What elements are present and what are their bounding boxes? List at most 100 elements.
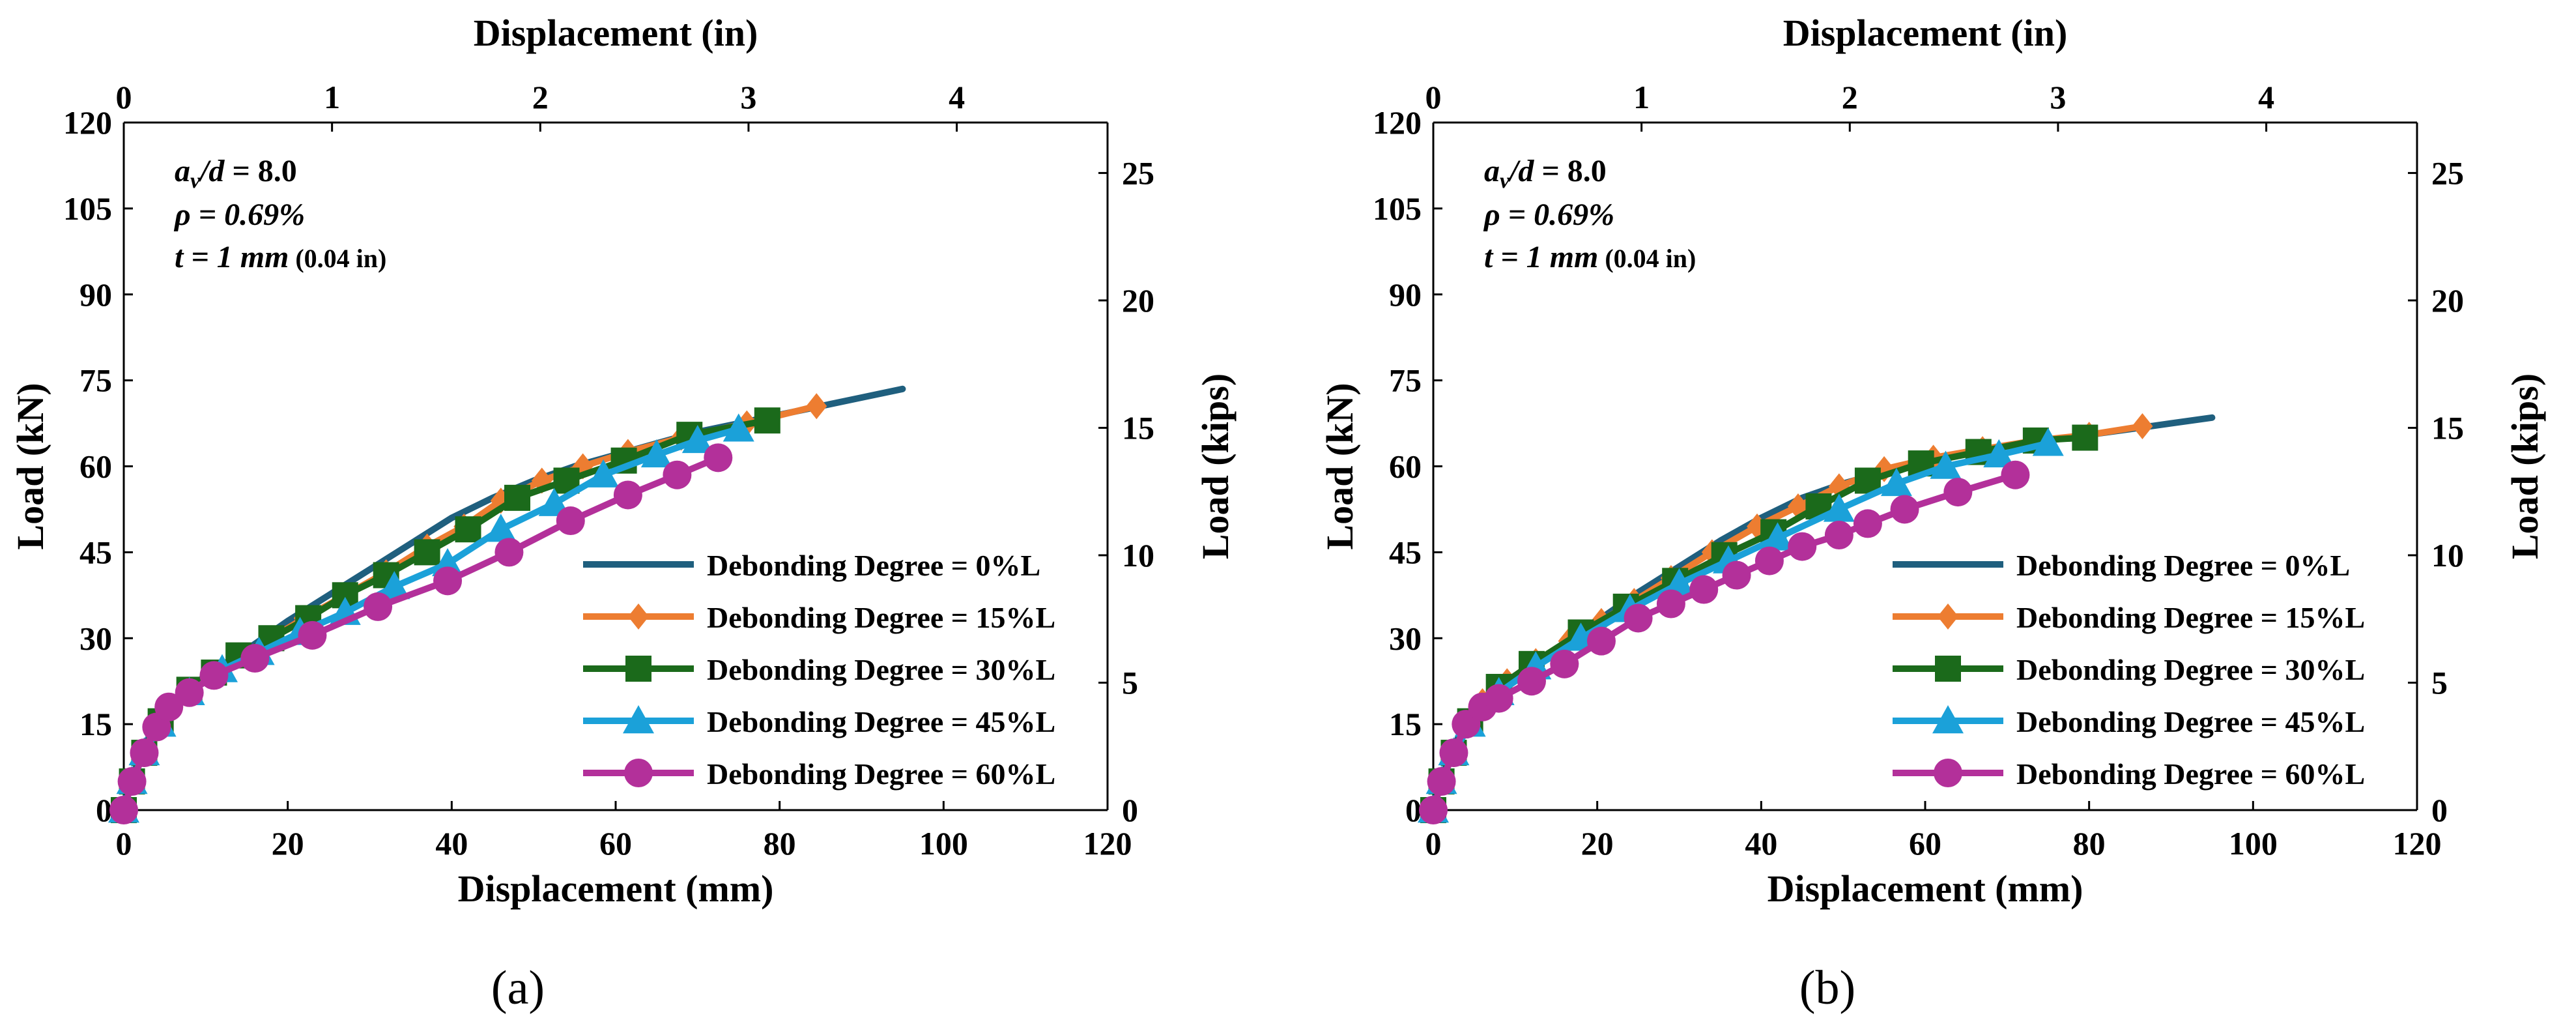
- annotation-thickness: t = 1 mm (0.04 in): [175, 240, 386, 274]
- figure-caption: (a): [491, 961, 545, 1015]
- data-point: [2072, 424, 2098, 451]
- chart-panel-b: 0 20 40 60 80 100 120 0 15 30 45 60 75 90 105 120 0 1 2 3 4 0…: [1309, 0, 2576, 1018]
- x-axis-label: Displacement (mm): [1767, 867, 2083, 910]
- x-tick-label: 80: [2073, 825, 2106, 862]
- x-tick-label: 120: [2393, 825, 2442, 862]
- annotation-reinforcement-ratio: ρ = 0.69%: [1483, 197, 1614, 232]
- x-tick-label: 40: [1745, 825, 1777, 862]
- y2-axis-label: Load (kips): [2504, 373, 2546, 559]
- data-point: [704, 443, 733, 473]
- legend-marker: [1935, 656, 1961, 682]
- y-tick-label: 60: [79, 448, 112, 485]
- legend-marker: [624, 759, 653, 787]
- series-4: [1419, 460, 2030, 824]
- x2-tick-label: 2: [1842, 79, 1858, 115]
- data-point: [1722, 560, 1751, 590]
- data-point: [1427, 767, 1456, 796]
- y-tick-label: 105: [1373, 190, 1422, 227]
- x2-axis-label: Displacement (in): [1783, 12, 2068, 54]
- data-point: [433, 566, 463, 596]
- y2-tick-label: 10: [2431, 537, 2464, 574]
- data-point: [154, 692, 184, 721]
- annotation-reinforcement-ratio: ρ = 0.69%: [173, 197, 305, 232]
- y-axis-label: Load (kN): [1319, 383, 1361, 549]
- data-point: [1762, 522, 1794, 551]
- annotation-shear-span-ratio: av/d = 8.0: [1484, 154, 1607, 193]
- data-point: [2001, 460, 2030, 489]
- y-tick-label: 120: [1373, 104, 1422, 141]
- data-point: [298, 620, 327, 650]
- y2-tick-label: 10: [1122, 537, 1154, 574]
- data-point: [1754, 546, 1784, 575]
- data-point: [130, 738, 159, 768]
- data-point: [556, 506, 585, 536]
- x-tick-label: 60: [1909, 825, 1941, 862]
- data-point: [806, 393, 827, 420]
- legend-entry: Debonding Degree = 0%L: [2016, 549, 2350, 582]
- data-point: [2132, 413, 2153, 439]
- legend-entry: Debonding Degree = 60%L: [2016, 757, 2365, 791]
- data-point: [1824, 521, 1853, 549]
- x-tick-label: 60: [599, 825, 632, 862]
- data-point: [1880, 467, 1912, 497]
- data-point: [175, 678, 204, 707]
- y2-axis-label: Load (kips): [1194, 373, 1237, 559]
- legend-marker: [1932, 705, 1964, 734]
- x-tick-label: 120: [1083, 825, 1132, 862]
- legend-entry: Debonding Degree = 45%L: [707, 705, 1055, 738]
- x-tick-label: 100: [2229, 825, 2278, 862]
- y-tick-label: 105: [63, 190, 112, 227]
- data-point: [494, 538, 524, 567]
- data-point: [1788, 532, 1817, 561]
- x-tick-label: 80: [764, 825, 796, 862]
- x-tick-label: 20: [1581, 825, 1614, 862]
- legend-entry: Debonding Degree = 15%L: [707, 601, 1055, 634]
- y-tick-label: 75: [1389, 362, 1422, 399]
- data-point: [613, 480, 642, 510]
- y2-tick-label: 0: [2431, 792, 2448, 828]
- data-point: [414, 539, 440, 566]
- legend-entry: Debonding Degree = 30%L: [2016, 653, 2365, 686]
- data-point: [588, 459, 620, 487]
- series-2: [1420, 424, 2098, 823]
- data-point: [538, 487, 570, 516]
- x-tick-label: 100: [919, 825, 968, 862]
- data-point: [1853, 509, 1882, 538]
- x2-tick-label: 2: [532, 79, 549, 115]
- y-tick-label: 90: [1389, 276, 1422, 313]
- series-4: [109, 443, 733, 824]
- y-tick-label: 15: [1389, 706, 1422, 742]
- data-point: [1439, 738, 1468, 768]
- annotation-thickness: t = 1 mm (0.04 in): [1484, 240, 1696, 274]
- data-point: [1484, 684, 1513, 713]
- data-point: [1943, 478, 1973, 507]
- y-axis-label: Load (kN): [9, 383, 51, 549]
- y2-tick-label: 20: [1122, 282, 1154, 319]
- data-point: [1930, 450, 1962, 479]
- data-point: [1550, 649, 1579, 678]
- legend-marker: [623, 705, 654, 734]
- data-point: [1586, 626, 1616, 656]
- data-point: [117, 767, 147, 796]
- data-point: [1823, 493, 1855, 522]
- data-point: [723, 413, 754, 442]
- legend-marker: [625, 656, 651, 682]
- y2-tick-label: 25: [1122, 154, 1154, 191]
- y2-tick-label: 15: [1122, 409, 1154, 446]
- data-point: [1983, 439, 2015, 468]
- data-point: [1624, 604, 1653, 633]
- data-point: [364, 592, 393, 621]
- x-tick-label: 0: [1425, 825, 1442, 862]
- legend-marker: [1934, 759, 1962, 787]
- data-point: [754, 407, 780, 434]
- x2-tick-label: 4: [2258, 79, 2274, 115]
- data-point: [199, 661, 229, 690]
- legend-marker: [628, 604, 649, 630]
- data-point: [240, 644, 270, 673]
- series-line: [1430, 434, 2089, 813]
- series-line: [121, 385, 906, 813]
- y-tick-label: 90: [79, 276, 112, 313]
- y2-tick-label: 5: [1122, 664, 1138, 701]
- y-tick-label: 15: [79, 706, 112, 742]
